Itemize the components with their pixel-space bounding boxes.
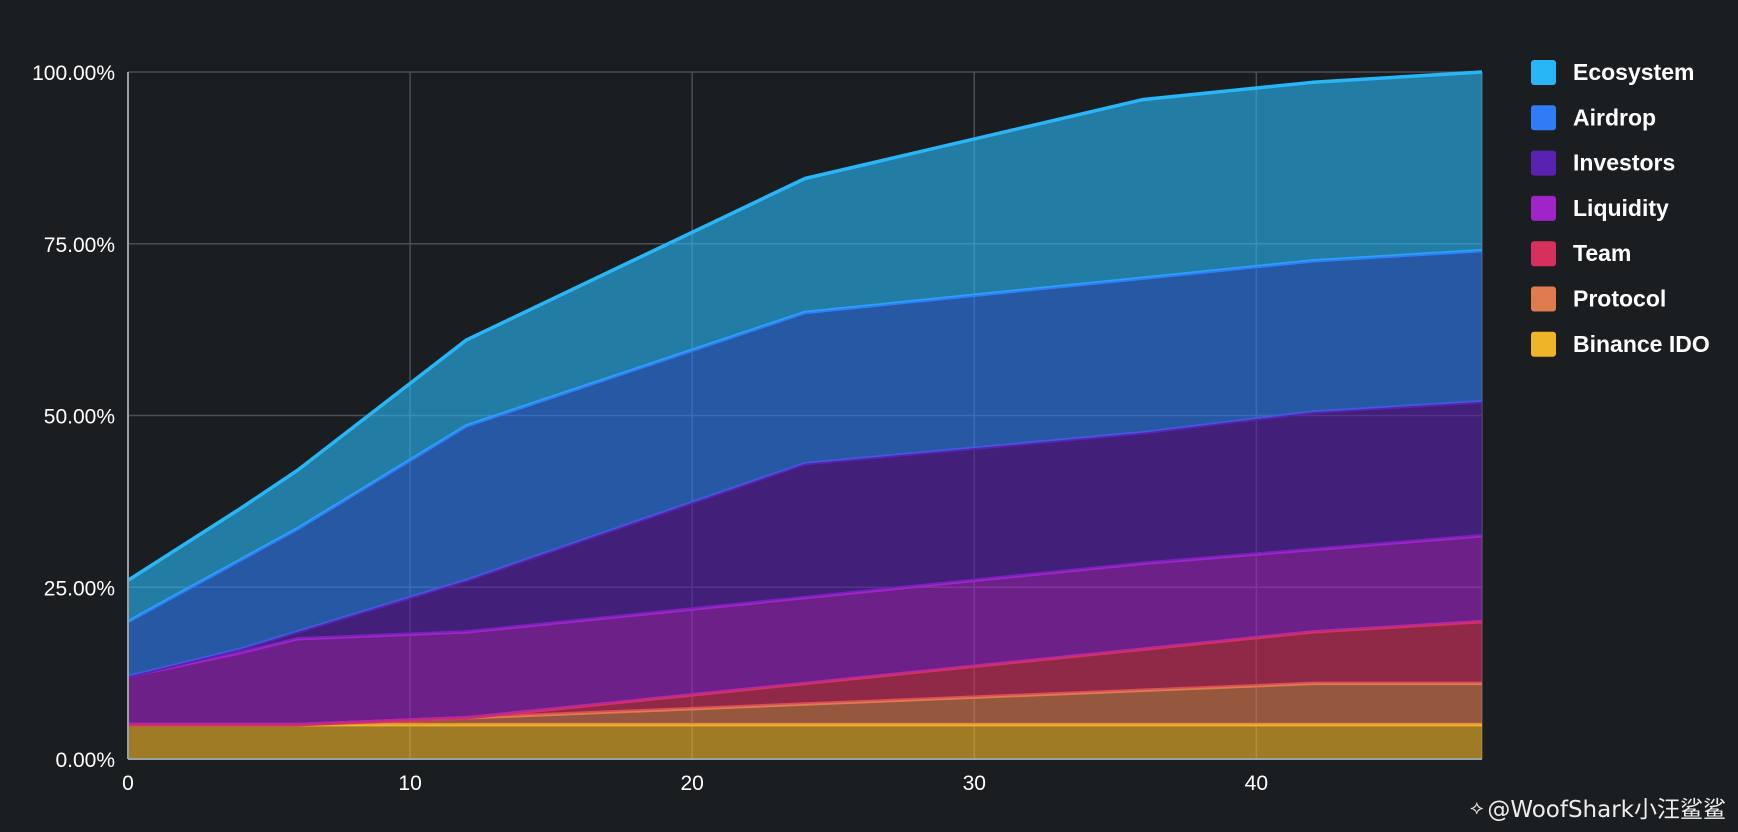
watermark: ⟡ @WoofShark小汪鲨鲨 [1470, 790, 1726, 824]
legend-label: Team [1573, 240, 1631, 266]
legend-swatch [1531, 60, 1556, 85]
binance-diamond-icon: ⟡ [1470, 795, 1484, 819]
area-team [128, 621, 1482, 725]
area-ecosystem [128, 72, 1482, 622]
legend-swatch [1531, 286, 1556, 312]
legend-item-binance-ido: Binance IDO [1531, 331, 1710, 357]
legend-item-protocol: Protocol [1531, 286, 1666, 312]
y-tick-label: 25.00% [44, 577, 115, 600]
y-tick-label: 0.00% [55, 749, 115, 772]
legend-label: Liquidity [1573, 195, 1669, 221]
legend-swatch [1531, 331, 1556, 357]
legend-item-airdrop: Airdrop [1531, 104, 1656, 131]
area-binance-ido [128, 724, 1482, 759]
x-tick-label: 10 [398, 772, 421, 795]
x-tick-label: 0 [122, 772, 134, 795]
legend-label: Ecosystem [1573, 59, 1694, 85]
y-tick-label: 50.00% [44, 406, 115, 429]
area-airdrop [128, 250, 1482, 677]
legend-item-team: Team [1531, 240, 1631, 267]
y-tick-label: 75.00% [44, 234, 115, 257]
legend: Ecosystem Airdrop Investors Liquidity Team Pr… [1531, 59, 1710, 357]
x-tick-labels: 0 10 20 30 40 [122, 772, 1268, 795]
y-tick-labels: 0.00% 25.00% 50.00% 75.00% 100.00% [32, 62, 115, 772]
legend-item-liquidity: Liquidity [1531, 195, 1669, 221]
line-ecosystem [127, 70, 1483, 582]
area-layer [127, 70, 1483, 759]
x-tick-label: 30 [963, 772, 986, 795]
x-tick-label: 20 [680, 772, 703, 795]
legend-label: Investors [1573, 150, 1675, 176]
legend-item-investors: Investors [1531, 150, 1675, 176]
x-tick-label: 40 [1245, 772, 1268, 795]
legend-swatch [1531, 241, 1556, 267]
y-tick-label: 100.00% [32, 62, 115, 85]
legend-label: Airdrop [1573, 104, 1656, 130]
axes [127, 72, 1482, 760]
legend-swatch [1531, 105, 1556, 131]
area-liquidity [128, 535, 1482, 725]
legend-swatch [1531, 195, 1556, 221]
watermark-text: @WoofShark小汪鲨鲨 [1487, 797, 1726, 823]
legend-label: Binance IDO [1573, 331, 1710, 357]
legend-swatch [1531, 150, 1556, 176]
area-investors [128, 401, 1482, 677]
legend-label: Protocol [1573, 286, 1666, 312]
legend-item-ecosystem: Ecosystem [1531, 59, 1694, 85]
